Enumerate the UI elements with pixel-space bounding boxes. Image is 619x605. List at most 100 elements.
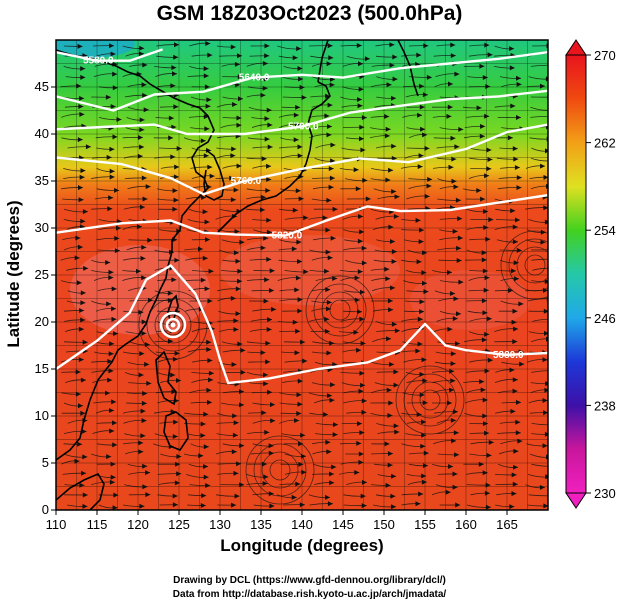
streamline-arrow (266, 327, 272, 332)
streamline-arrow (359, 136, 364, 142)
streamline-arrow (516, 247, 522, 253)
streamline-arrow (238, 96, 243, 102)
streamline-arrow (390, 493, 396, 499)
streamline-arrow (325, 439, 331, 445)
streamline-arrow (81, 429, 87, 434)
streamline-arrow (76, 280, 82, 286)
contour-line (56, 123, 548, 196)
streamline-arrow (353, 167, 359, 173)
streamline-arrow (237, 74, 243, 80)
streamline-arrow (450, 417, 456, 423)
streamline-arrow (509, 367, 515, 373)
streamline-arrow (79, 482, 85, 488)
streamline-arrow (82, 492, 88, 498)
streamline-arrow (78, 197, 84, 203)
streamline-arrow (79, 111, 85, 117)
streamline-arrow (419, 299, 425, 305)
streamline-arrow (109, 174, 115, 180)
streamline-arrow (170, 83, 176, 89)
streamline-arrow (204, 219, 210, 225)
streamline-arrow (230, 295, 236, 301)
streamline-arrow (516, 399, 521, 405)
streamline-arrow (174, 257, 180, 263)
x-tick-label: 160 (455, 517, 477, 532)
streamline (530, 382, 548, 385)
streamline-arrow (142, 62, 148, 68)
streamline-swirl (395, 365, 465, 435)
streamline-arrow (109, 146, 115, 152)
contour-label: 5880.0 (493, 350, 524, 361)
streamline-arrow (415, 501, 421, 507)
streamline-arrow (141, 319, 147, 325)
streamline-arrow (548, 257, 553, 262)
streamline-arrow (266, 163, 272, 169)
streamline-arrow (141, 82, 147, 88)
streamline-arrow (423, 463, 428, 469)
streamline-arrow (142, 391, 148, 396)
streamline-arrow (172, 493, 178, 499)
streamline-arrow (450, 378, 456, 384)
streamline-arrow (138, 51, 144, 57)
streamline-arrow (295, 188, 301, 194)
streamline-arrow (361, 409, 367, 415)
streamline-arrow (329, 397, 335, 403)
contour-line (56, 48, 163, 62)
streamline-arrow (391, 504, 396, 510)
streamline-arrow (326, 306, 331, 312)
streamline-arrow (295, 328, 301, 334)
streamline-arrow (112, 134, 118, 140)
streamline-arrow (326, 61, 332, 67)
contour-line (56, 51, 548, 112)
streamline-arrow (364, 56, 370, 62)
streamline-arrow (297, 378, 303, 384)
streamline-arrow (388, 400, 394, 406)
streamline-arrow (109, 479, 115, 485)
streamline-swirl (261, 451, 299, 489)
streamline-arrow (458, 126, 464, 132)
streamline-arrow (419, 309, 425, 315)
warm-patch-center (220, 235, 400, 305)
streamline-arrow (358, 61, 363, 67)
streamline-arrow (262, 481, 268, 486)
contour-label: 5820.0 (272, 231, 303, 242)
streamline-arrow (516, 81, 522, 87)
streamline-arrow (483, 225, 489, 230)
streamline-arrow (423, 43, 429, 49)
colorbar-tick-label: 270 (594, 48, 616, 63)
y-tick-label: 45 (35, 79, 49, 94)
streamline-arrow (298, 196, 304, 202)
streamline-arrow (327, 43, 333, 49)
streamline-arrow (448, 164, 454, 170)
streamline-arrow (203, 153, 209, 159)
streamline (528, 76, 548, 80)
streamline-arrow (488, 217, 494, 223)
streamline-arrow (389, 42, 395, 48)
streamline-arrow (79, 174, 85, 180)
streamline-arrow (299, 84, 305, 90)
streamline-arrow (419, 83, 425, 89)
streamline-arrow (391, 155, 397, 161)
streamline (528, 219, 548, 223)
streamline-arrow (416, 52, 422, 58)
streamline-arrow (512, 146, 518, 152)
streamline-arrow (389, 62, 395, 68)
streamline-arrow (516, 185, 522, 191)
streamline-arrow (138, 440, 144, 446)
streamline-arrow (486, 452, 492, 458)
streamline-arrow (384, 133, 390, 139)
streamline-arrow (516, 75, 521, 81)
streamline-arrow (171, 124, 177, 130)
y-tick-label: 20 (35, 314, 49, 329)
streamline-arrow (174, 480, 180, 486)
streamline-arrow (514, 276, 519, 282)
streamline-arrow (297, 308, 303, 314)
streamline-arrow (357, 269, 363, 275)
streamline-arrow (388, 167, 394, 173)
streamline-arrow (292, 207, 298, 213)
streamline-arrow (326, 132, 332, 138)
streamline-arrow (417, 341, 423, 347)
streamline-arrow (359, 124, 365, 130)
streamline-arrow (142, 196, 148, 202)
streamline-arrow (234, 493, 240, 499)
